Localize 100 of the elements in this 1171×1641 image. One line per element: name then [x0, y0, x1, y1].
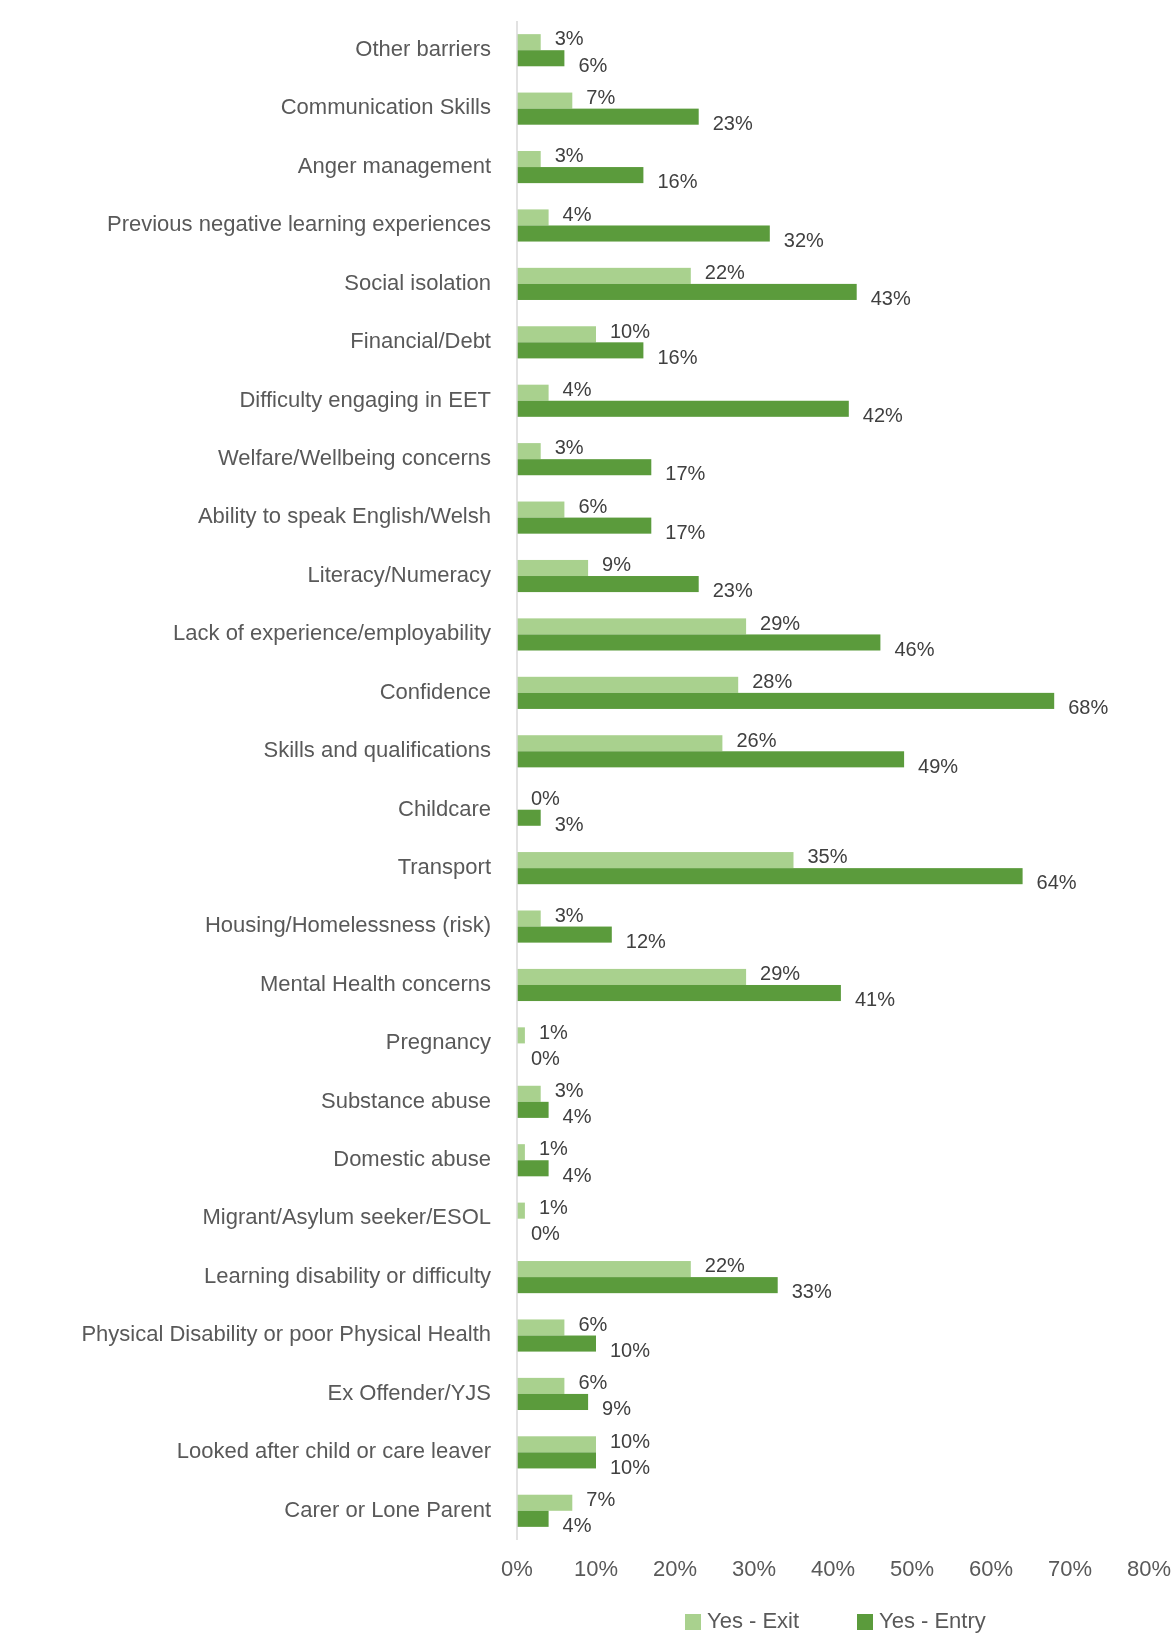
data-label: 23% [712, 111, 753, 134]
data-label: 7% [586, 1488, 616, 1511]
bar [517, 618, 747, 635]
bar [517, 1085, 541, 1102]
data-label: 17% [665, 462, 706, 485]
bar [517, 443, 541, 460]
bar [517, 852, 794, 869]
bar [517, 868, 1023, 885]
bar [517, 34, 541, 51]
data-label: 22% [704, 261, 746, 284]
data-label: 46% [894, 637, 935, 660]
bar [517, 1494, 573, 1511]
data-label: 32% [783, 228, 825, 251]
data-label: 26% [736, 728, 777, 751]
data-label: 0% [531, 786, 561, 809]
data-label: 17% [665, 520, 706, 543]
x-tick-label: 60% [968, 1556, 1014, 1581]
x-tick-label: 30% [731, 1556, 777, 1581]
y-tick-label: Difficulty engaging in EET [239, 386, 491, 412]
data-label: 10% [610, 1338, 651, 1361]
data-label: 4% [562, 1163, 592, 1186]
bar [517, 809, 541, 826]
data-label: 9% [602, 1397, 632, 1420]
bar [517, 634, 881, 651]
y-tick-label: Lack of experience/employability [173, 620, 491, 646]
data-label: 0% [531, 1046, 561, 1069]
bar [517, 167, 644, 184]
bar [517, 968, 747, 985]
data-label: 6% [578, 53, 608, 76]
data-label: 42% [862, 404, 904, 427]
y-tick-label: Welfare/Wellbeing concerns [217, 444, 491, 470]
y-tick-label: Anger management [297, 152, 491, 178]
data-label: 43% [870, 287, 911, 310]
data-label: 16% [657, 170, 698, 193]
data-label: 3% [554, 1079, 584, 1102]
data-label: 10% [610, 1455, 651, 1478]
data-label: 1% [538, 1137, 569, 1160]
x-tick-label: 20% [652, 1556, 698, 1581]
y-tick-label: Childcare [398, 795, 491, 821]
bar [517, 50, 565, 67]
data-label: 16% [657, 345, 698, 368]
y-tick-label: Ex Offender/YJS [327, 1379, 491, 1405]
x-tick-label: 40% [810, 1556, 856, 1581]
data-label: 1% [538, 1195, 569, 1218]
bar [517, 267, 691, 284]
bar [517, 342, 644, 359]
bar [517, 735, 723, 752]
bar [517, 326, 596, 343]
bar [517, 1319, 565, 1336]
y-tick-label: Learning disability or difficulty [204, 1262, 491, 1288]
y-tick-label: Social isolation [344, 269, 491, 295]
bar [517, 576, 699, 593]
bar [517, 751, 905, 768]
data-label: 29% [760, 962, 801, 985]
x-tick-label: 70% [1047, 1556, 1093, 1581]
bar [517, 283, 857, 300]
data-label: 3% [554, 27, 584, 50]
legend-label: Yes - Entry [879, 1607, 986, 1633]
data-label: 41% [854, 988, 896, 1011]
y-tick-label: Mental Health concerns [259, 970, 491, 996]
bar [517, 1277, 778, 1294]
data-label: 3% [554, 813, 584, 836]
y-tick-label: Looked after child or care leaver [176, 1438, 491, 1464]
y-tick-label: Literacy/Numeracy [307, 561, 491, 587]
bar [517, 984, 841, 1002]
y-tick-label: Substance abuse [320, 1087, 491, 1113]
y-tick-label: Other barriers [355, 36, 491, 62]
bar [517, 1436, 596, 1453]
bar [517, 92, 573, 109]
data-label: 4% [562, 378, 592, 400]
y-tick-label: Physical Disability or poor Physical Health [81, 1321, 491, 1347]
bar [517, 1377, 565, 1394]
data-label: 29% [760, 611, 801, 634]
x-tick-label: 50% [889, 1556, 935, 1581]
data-label: 35% [807, 845, 848, 868]
bar [517, 108, 699, 125]
data-label: 3% [554, 903, 584, 926]
data-label: 6% [578, 1371, 608, 1394]
data-label: 4% [562, 202, 592, 225]
data-label: 22% [704, 1254, 746, 1277]
data-label: 4% [562, 1514, 592, 1537]
y-tick-label: Communication Skills [280, 94, 491, 120]
data-label: 28% [752, 670, 793, 693]
y-tick-label: Pregnancy [385, 1029, 491, 1055]
x-tick-label: 0% [501, 1556, 533, 1581]
bar [517, 692, 1055, 709]
bar [517, 384, 549, 401]
bar [517, 1510, 549, 1527]
bar [517, 1335, 596, 1352]
data-label: 49% [918, 754, 959, 777]
legend-label: Yes - Exit [707, 1607, 800, 1633]
bar [517, 150, 541, 168]
data-label: 10% [610, 319, 651, 342]
y-tick-label: Previous negative learning experiences [106, 211, 491, 237]
data-label: 9% [602, 553, 632, 576]
bar [517, 400, 849, 417]
y-tick-label: Housing/Homelessness (risk) [204, 912, 491, 938]
data-label: 23% [712, 579, 753, 602]
y-tick-label: Financial/Debt [350, 328, 491, 354]
bar [517, 1261, 691, 1278]
